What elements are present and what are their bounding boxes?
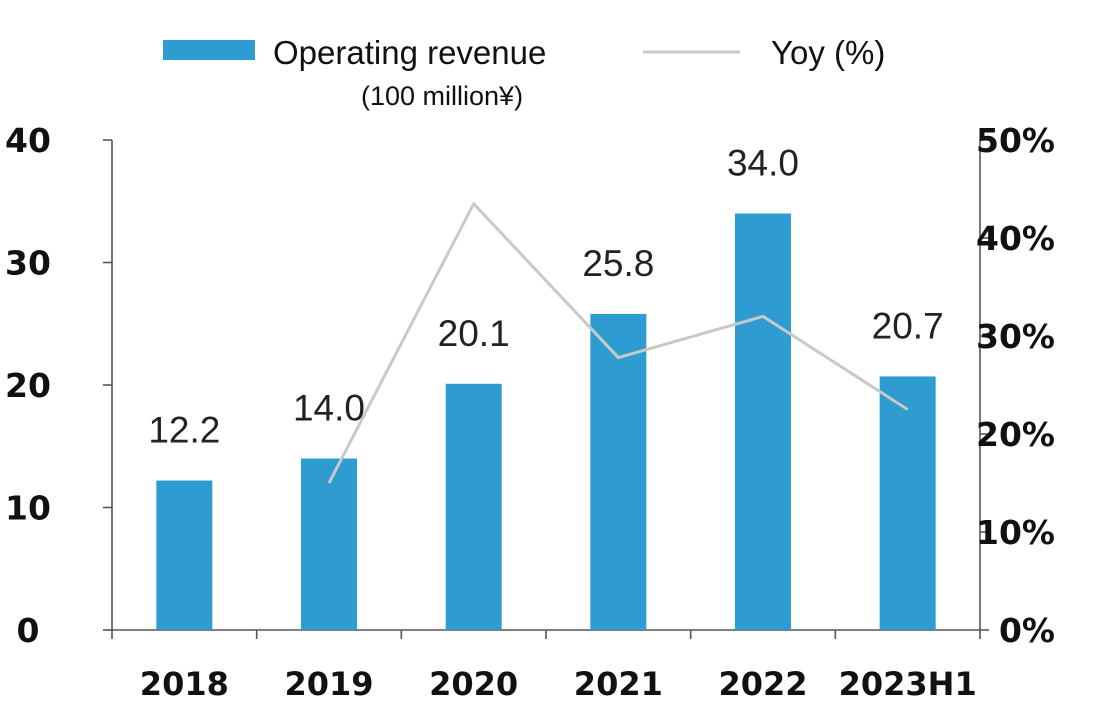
- legend: Operating revenue (100 million¥) Yoy (%): [163, 34, 885, 111]
- left-tick-label: 30: [5, 244, 51, 283]
- left-tick-label: 20: [5, 366, 51, 405]
- bar-value-label: 14.0: [293, 388, 365, 429]
- line-series: [327, 202, 909, 484]
- x-tick-label: 2019: [284, 665, 373, 703]
- right-axis-ticks: 0% 10% 20% 30% 40% 50%: [976, 121, 1055, 650]
- right-tick-label: 30%: [976, 317, 1055, 356]
- left-tick-label: 10: [5, 489, 51, 528]
- right-tick-label: 50%: [976, 121, 1055, 160]
- bar: [879, 376, 936, 630]
- bar: [301, 458, 357, 630]
- bar: [445, 383, 502, 630]
- x-tick-label: 2018: [140, 665, 229, 703]
- right-tick-label: 40%: [976, 219, 1055, 258]
- bar: [590, 313, 647, 630]
- x-axis-ticks: 2018 2019 2020 2021 2022 2023H1: [111, 630, 981, 703]
- bar: [735, 213, 791, 630]
- bar-value-label: 20.1: [438, 313, 510, 354]
- right-tick-label: 0%: [999, 611, 1055, 650]
- x-tick-label: 2020: [429, 665, 518, 703]
- bar-value-label: 20.7: [872, 305, 944, 346]
- bar-series: [156, 213, 936, 630]
- x-tick-label: 2023H1: [839, 665, 977, 703]
- legend-label-bar-unit: (100 million¥): [361, 81, 523, 111]
- bar-value-label: 34.0: [727, 143, 799, 184]
- x-tick-label: 2021: [574, 665, 663, 703]
- left-tick-label: 0: [17, 611, 40, 650]
- bar-value-label: 12.2: [148, 410, 220, 451]
- x-tick-label: 2022: [718, 665, 807, 703]
- legend-label-line: Yoy (%): [771, 34, 885, 71]
- bar: [156, 480, 213, 630]
- right-tick-label: 20%: [976, 415, 1055, 454]
- legend-swatch-bar: [163, 40, 255, 60]
- left-axis-ticks: 0 10 20 30 40: [5, 121, 112, 650]
- yoy-line: [327, 202, 909, 484]
- right-tick-label: 10%: [976, 513, 1055, 552]
- bar-value-label: 25.8: [582, 243, 654, 284]
- bar-data-labels: 12.2 14.0 20.1 25.8 34.0 20.7: [148, 143, 943, 451]
- left-tick-label: 40: [5, 121, 51, 160]
- legend-label-bar: Operating revenue: [273, 34, 546, 71]
